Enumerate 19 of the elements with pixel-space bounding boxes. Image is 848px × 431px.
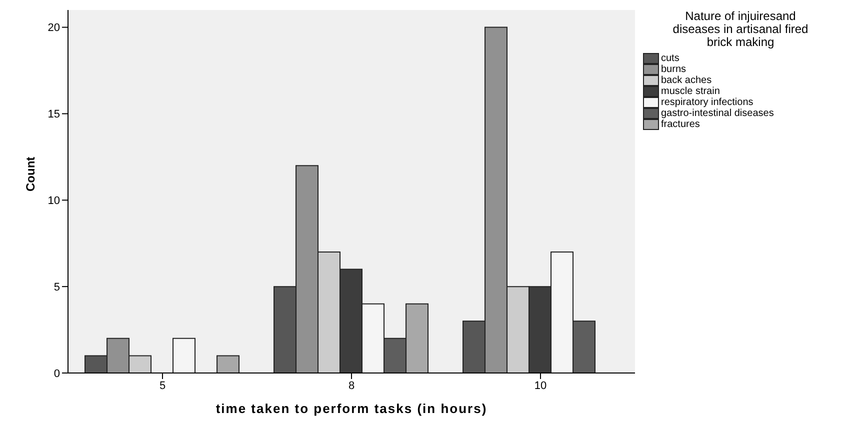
x-tick-label: 8 bbox=[348, 380, 355, 392]
y-tick-label: 5 bbox=[54, 281, 60, 294]
legend-label: burns bbox=[661, 64, 686, 75]
legend-title: Nature of injuiresand diseases in artisanal fired brick making bbox=[672, 9, 810, 49]
y-tick-label: 0 bbox=[54, 368, 60, 380]
y-tick-label: 20 bbox=[48, 22, 60, 34]
bar bbox=[216, 355, 240, 373]
legend-label: fractures bbox=[661, 119, 700, 130]
y-tick-label: 10 bbox=[48, 195, 60, 208]
y-tick-label: 15 bbox=[48, 108, 60, 121]
legend-label: back aches bbox=[661, 75, 712, 86]
x-axis-title: time taken to perform tasks (in hours) bbox=[216, 401, 488, 416]
x-tick-label: 5 bbox=[159, 380, 166, 392]
legend-label: muscle strain bbox=[661, 86, 720, 97]
y-axis-title: Count bbox=[23, 156, 38, 192]
legend-label: gastro-intestinal diseases bbox=[661, 108, 774, 119]
x-tick-label: 10 bbox=[534, 380, 547, 392]
legend-label: respiratory infections bbox=[661, 97, 754, 108]
legend-label: cuts bbox=[661, 53, 680, 64]
